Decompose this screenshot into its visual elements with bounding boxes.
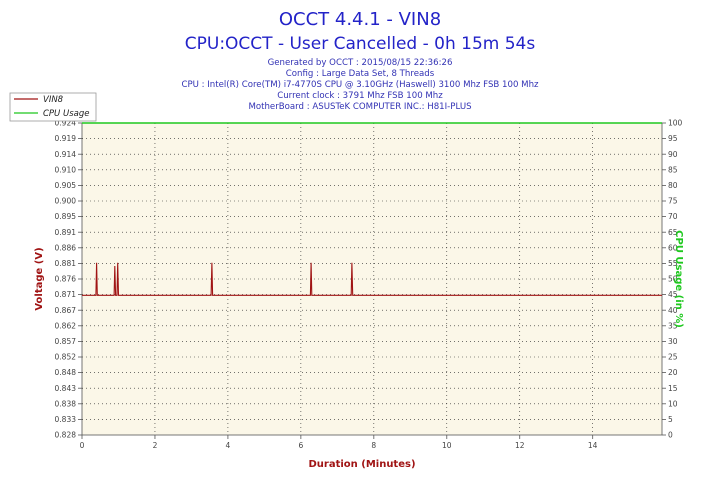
x-tick-label: 8 <box>371 441 376 450</box>
legend: VIN8 CPU Usage <box>9 92 97 122</box>
legend-vin8-label: VIN8 <box>43 95 64 105</box>
info-config: Config : Large Data Set, 8 Threads <box>286 69 435 79</box>
chart-subtitle: CPU:OCCT - User Cancelled - 0h 15m 54s <box>185 34 536 54</box>
y-axis-label: Voltage (V) <box>34 247 45 310</box>
y-tick-label: 0.924 <box>55 119 77 128</box>
legend-cpu-label: CPU Usage <box>43 109 89 119</box>
legend-box <box>9 92 97 122</box>
y-tick-label: 0.886 <box>55 243 77 252</box>
info-generated: Generated by OCCT : 2015/08/15 22:36:26 <box>268 58 453 68</box>
y-tick-label: 0.833 <box>55 415 77 424</box>
y2-tick-label: 50 <box>668 275 678 284</box>
y-tick-label: 0.843 <box>55 384 77 393</box>
x-tick-label: 6 <box>298 441 303 450</box>
y2-tick-label: 100 <box>668 119 683 128</box>
x-tick-label: 4 <box>226 441 231 450</box>
y-tick-label: 0.905 <box>55 181 77 190</box>
y2-tick-label: 60 <box>668 243 678 252</box>
x-tick-label: 12 <box>515 441 525 450</box>
y-tick-label: 0.848 <box>55 368 77 377</box>
y-tick-label: 0.895 <box>55 212 77 221</box>
x-tick-label: 14 <box>588 441 598 450</box>
info-clock: Current clock : 3791 Mhz FSB 100 Mhz <box>277 91 443 101</box>
y2-tick-label: 80 <box>668 181 678 190</box>
y2-tick-label: 85 <box>668 165 678 174</box>
y2-tick-label: 75 <box>668 197 678 206</box>
y-tick-label: 0.867 <box>55 306 77 315</box>
y-tick-label: 0.919 <box>55 134 77 143</box>
y2-axis-label: CPU Usage (in %) <box>673 230 684 328</box>
y-tick-label: 0.828 <box>55 431 77 440</box>
y-tick-label: 0.838 <box>55 399 77 408</box>
y2-tick-label: 0 <box>668 431 673 440</box>
y2-tick-label: 90 <box>668 150 678 159</box>
y-tick-label: 0.876 <box>55 275 77 284</box>
y2-tick-label: 55 <box>668 259 678 268</box>
y2-tick-label: 25 <box>668 353 678 362</box>
y2-tick-label: 5 <box>668 415 673 424</box>
y2-tick-label: 95 <box>668 134 678 143</box>
y2-tick-label: 15 <box>668 384 678 393</box>
y2-tick-label: 70 <box>668 212 678 221</box>
y2-tick-label: 20 <box>668 368 678 377</box>
y-tick-label: 0.857 <box>55 337 77 346</box>
y2-tick-label: 40 <box>668 306 678 315</box>
y2-tick-label: 30 <box>668 337 678 346</box>
x-axis-label: Duration (Minutes) <box>308 459 415 470</box>
y2-tick-label: 35 <box>668 321 678 330</box>
y-tick-label: 0.871 <box>55 290 77 299</box>
axis-ticks: 0.828 00.833 50.838 100.843 150.848 200.852 25… <box>55 119 683 450</box>
y-tick-label: 0.852 <box>55 353 77 362</box>
x-tick-label: 10 <box>442 441 452 450</box>
info-cpu: CPU : Intel(R) Core(TM) i7-4770S CPU @ 3… <box>181 80 539 90</box>
y2-tick-label: 65 <box>668 228 678 237</box>
grid <box>82 123 662 435</box>
series-vin8-line <box>82 262 662 296</box>
y2-tick-label: 10 <box>668 399 678 408</box>
series-lines <box>82 122 662 296</box>
info-motherboard: MotherBoard : ASUSTeK COMPUTER INC.: H81… <box>248 102 471 112</box>
x-tick-label: 2 <box>153 441 158 450</box>
y-tick-label: 0.862 <box>55 321 77 330</box>
y-tick-label: 0.910 <box>55 165 77 174</box>
y2-tick-label: 45 <box>668 290 678 299</box>
y-tick-label: 0.881 <box>55 259 77 268</box>
chart-title: OCCT 4.4.1 - VIN8 <box>279 9 441 30</box>
x-tick-label: 0 <box>80 441 85 450</box>
y-tick-label: 0.891 <box>55 228 77 237</box>
y-tick-label: 0.900 <box>55 197 77 206</box>
y-tick-label: 0.914 <box>55 150 77 159</box>
